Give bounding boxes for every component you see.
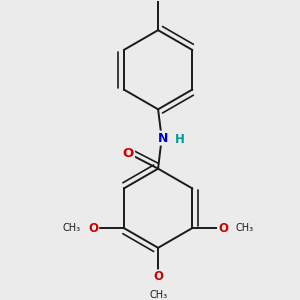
Text: CH₃: CH₃	[235, 223, 253, 233]
Text: O: O	[123, 147, 134, 160]
Text: O: O	[218, 221, 228, 235]
Text: H: H	[175, 134, 184, 146]
Text: N: N	[158, 132, 169, 145]
Text: methoxy: methoxy	[75, 227, 82, 229]
Text: CH₃: CH₃	[63, 223, 81, 233]
Text: CH₃: CH₃	[149, 290, 167, 300]
Text: O: O	[88, 221, 98, 235]
Text: O: O	[153, 270, 163, 284]
